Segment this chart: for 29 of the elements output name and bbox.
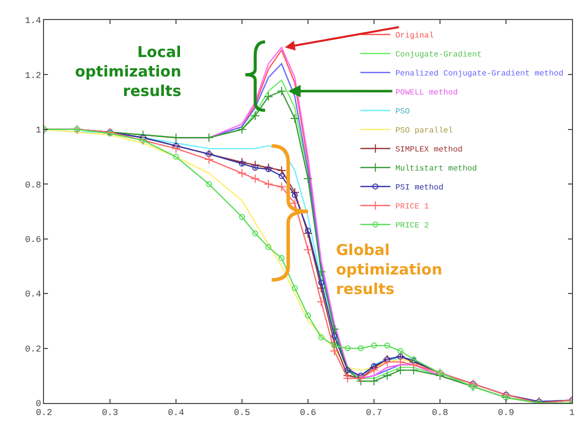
y-tick-label: 0.4 (24, 290, 42, 300)
legend-label: Penalized Conjugate-Gradient method (395, 70, 564, 79)
x-tick-label: 0.6 (300, 408, 316, 418)
x-tick-label: 0.9 (498, 408, 514, 418)
x-tick-label: 0.8 (432, 408, 448, 418)
y-tick-label: 0.8 (24, 180, 42, 190)
legend-label: PSO (395, 108, 410, 117)
y-tick-label: 1.4 (24, 16, 42, 26)
legend-label: PRICE 1 (395, 202, 430, 212)
legend-label: PRICE 2 (395, 222, 430, 231)
y-tick-label: 0.6 (24, 235, 42, 246)
legend-label: PSO parallel (395, 126, 454, 136)
y-tick-label: 1.2 (24, 70, 42, 81)
x-tick-label: 1 (569, 408, 575, 418)
legend-label: SIMPLEX method (395, 146, 463, 155)
legend-label: Original (395, 32, 434, 41)
annotation: Local optimization results (75, 43, 182, 100)
y-tick-label: 0 (36, 399, 42, 410)
x-tick-label: 0.3 (102, 408, 118, 418)
x-tick-label: 0.5 (234, 408, 250, 418)
annotation: Global optimization results (336, 241, 442, 298)
legend-label: POWELL method (395, 88, 458, 98)
legend-label: Multistart method (395, 164, 478, 174)
y-tick-label: 0.2 (24, 344, 42, 354)
legend-label: PSI method (395, 184, 444, 193)
y-tick-label: 1 (36, 126, 42, 136)
legend-label: Conjugate-Gradient (395, 50, 482, 60)
x-tick-label: 0.4 (168, 408, 184, 418)
x-tick-label: 0.7 (366, 408, 382, 418)
